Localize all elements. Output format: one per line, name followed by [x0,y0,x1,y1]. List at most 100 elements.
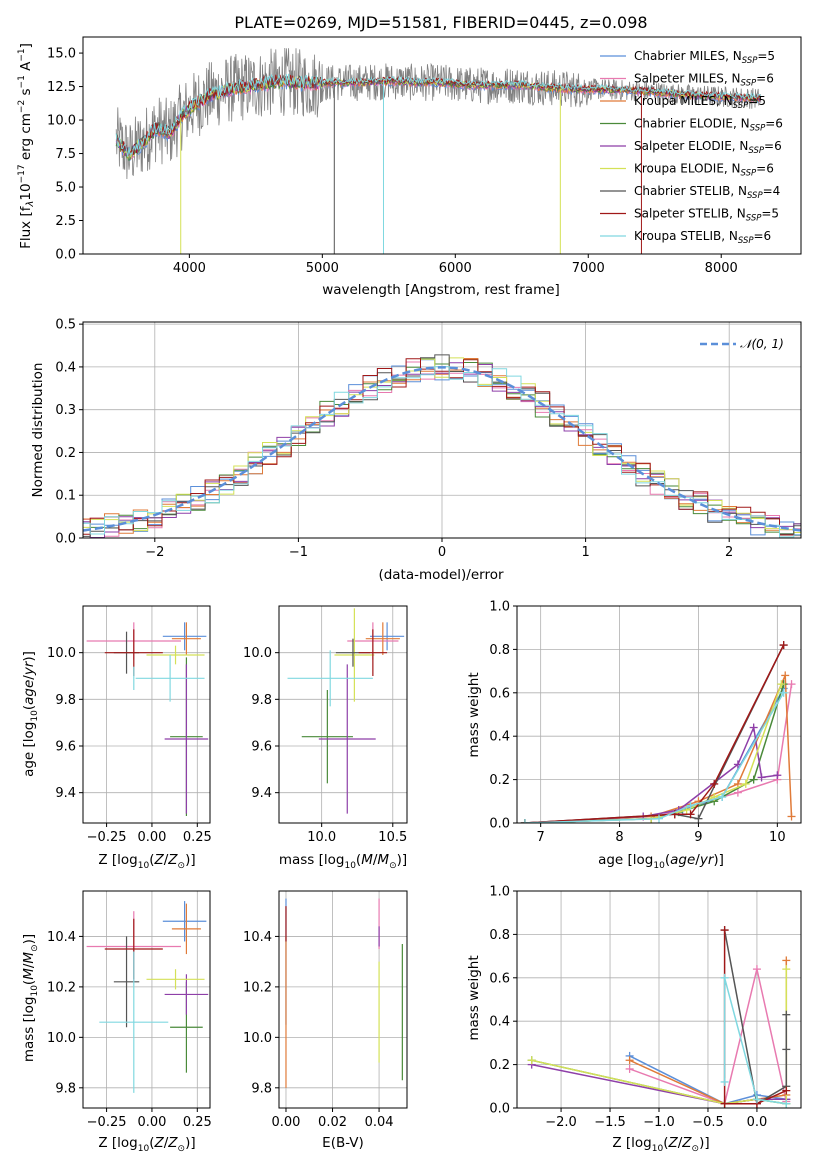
weight-line-7 [524,644,785,823]
y-tick-label: 0.2 [55,446,76,461]
x-tick-label: 6000 [439,261,472,276]
x-tick-label: −1.5 [594,1115,626,1130]
y-tick-label: 10.0 [47,1031,76,1046]
errorbar-point-4 [301,690,353,784]
weight-marker [655,814,663,823]
y-tick-label: 0.4 [489,1015,510,1030]
mass-vs-EBV-errorbars [285,898,403,1088]
weight-marker [787,812,796,821]
x-tick-label: 0.25 [183,1115,212,1130]
age-vs-mass-xlabel: mass [log10(M/M⊙)] [279,852,407,871]
x-tick-label: −0.25 [87,1115,127,1130]
weight-vs-age-axes [516,605,802,824]
spectrum-xlabel: wavelength [Angstrom, rest frame] [322,282,560,298]
weight-marker [749,723,758,732]
x-tick-label: 8000 [705,261,738,276]
x-tick-label: 5000 [306,261,339,276]
gaussian-curve [83,366,801,532]
y-tick-label: 0.4 [55,360,76,375]
x-tick-label: −2.0 [545,1115,577,1130]
y-tick-label: 2.5 [55,214,76,229]
y-tick-label: 9.8 [251,693,272,708]
mass-vs-EBV-xlabel: E(B-V) [322,1135,364,1151]
y-tick-label: 9.6 [251,740,272,755]
weight-marker [752,965,761,974]
x-tick-label: 7 [537,830,545,845]
y-tick-label: 0.8 [489,928,510,943]
weight-vs-Z-ylabel: mass weight [466,955,482,1040]
x-tick-label: 9 [694,830,702,845]
model-spectrum-8 [115,74,761,158]
weight-line-7 [723,929,788,1105]
observed-spectrum [115,47,762,180]
weight-marker [625,1064,634,1073]
y-tick-label: 9.8 [55,693,76,708]
spectrum-legend: Chabrier MILES, NSSP=5 Salpeter MILES, NS… [600,49,783,246]
weight-marker [733,788,742,797]
weight-marker [782,956,791,965]
legend-entry: Salpeter ELODIE, NSSP=6 [634,139,782,156]
weight-line-1 [524,688,785,823]
age-vs-mass-errorbars [287,608,405,814]
weight-marker [782,965,791,974]
errorbar-point-5 [164,974,209,1015]
y-tick-label: 12.5 [47,80,76,95]
errorbar-point-1 [370,622,405,651]
weight-vs-age-ylabel: mass weight [466,672,482,757]
x-tick-label: 0 [438,545,446,560]
weight-marker [777,680,786,689]
weight-vs-Z-xlabel: Z [log10(Z/Z⊙)] [612,1135,709,1154]
y-tick-label: 0.1 [55,489,76,504]
y-tick-label: 15.0 [47,47,76,62]
y-tick-label: 10.0 [47,114,76,129]
weight-marker [686,810,695,819]
gaussian-legend: 𝒩(0, 1) [700,337,784,351]
weight-marker [779,641,788,650]
x-tick-label: −0.5 [692,1115,724,1130]
weight-marker [773,771,782,780]
y-tick-label: 0.4 [489,730,510,745]
weight-marker [686,801,695,810]
x-tick-label: 2 [725,545,733,560]
errorbar-point-1 [162,901,207,942]
legend-entry: Kroupa ELODIE, NSSP=6 [634,162,774,179]
weight-marker [782,1099,791,1108]
spectrum-axes [82,36,802,255]
weight-marker [757,773,766,782]
legend-entry: Kroupa MILES, NSSP=5 [634,94,766,111]
weight-line-4 [524,683,785,823]
weight-marker [625,1056,634,1065]
y-tick-label: 0.8 [489,643,510,658]
x-tick-label: 0.25 [183,830,212,845]
mass-vs-EBV-panel: 0.00 0.02 0.04 9.8 10.0 10.2 10.4 E(B-V) [243,890,408,1151]
x-tick-label: 8 [615,830,623,845]
age-vs-mass-axes [278,605,408,824]
legend-entry: Salpeter MILES, NSSP=6 [634,72,774,89]
y-tick-label: 9.6 [55,740,76,755]
residual-histogram-8 [83,358,801,537]
y-tick-label: 5.0 [55,181,76,196]
weight-marker [781,671,790,680]
errorbar-point-3 [171,903,201,955]
mass-vs-EBV-axes [278,890,408,1109]
age-vs-Z-xlabel: Z [log10(Z/Z⊙)] [98,852,195,871]
x-tick-label: −1.0 [643,1115,675,1130]
age-vs-mass-panel: 10.0 10.5 9.4 9.6 9.8 10.0 mass [log10(M/M⊙)] [243,605,408,871]
age-vs-Z-axes [82,605,211,824]
spectrum-ylabel: Flux [fλ10−17 erg cm−2 s−1 A−1] [17,43,36,249]
errorbar-point-9 [99,951,169,1093]
legend-entry: Chabrier STELIB, NSSP=4 [634,184,780,201]
model-spectrum-9 [115,73,762,157]
y-tick-label: 0.5 [55,318,76,333]
weight-marker [720,1099,729,1108]
y-tick-label: 1.0 [489,885,510,900]
weight-vs-age-xlabel: age [log10(age/yr)] [598,852,724,871]
legend-entry: Kroupa STELIB, NSSP=6 [634,229,771,246]
errorbar-point-5 [318,664,376,814]
x-tick-label: 10 [769,830,786,845]
x-tick-label: 0.00 [137,1115,166,1130]
weight-vs-Z-lines [527,926,791,1108]
age-vs-Z-ylabel: age [log10(age/yr)] [21,651,40,777]
weight-marker [741,779,750,788]
